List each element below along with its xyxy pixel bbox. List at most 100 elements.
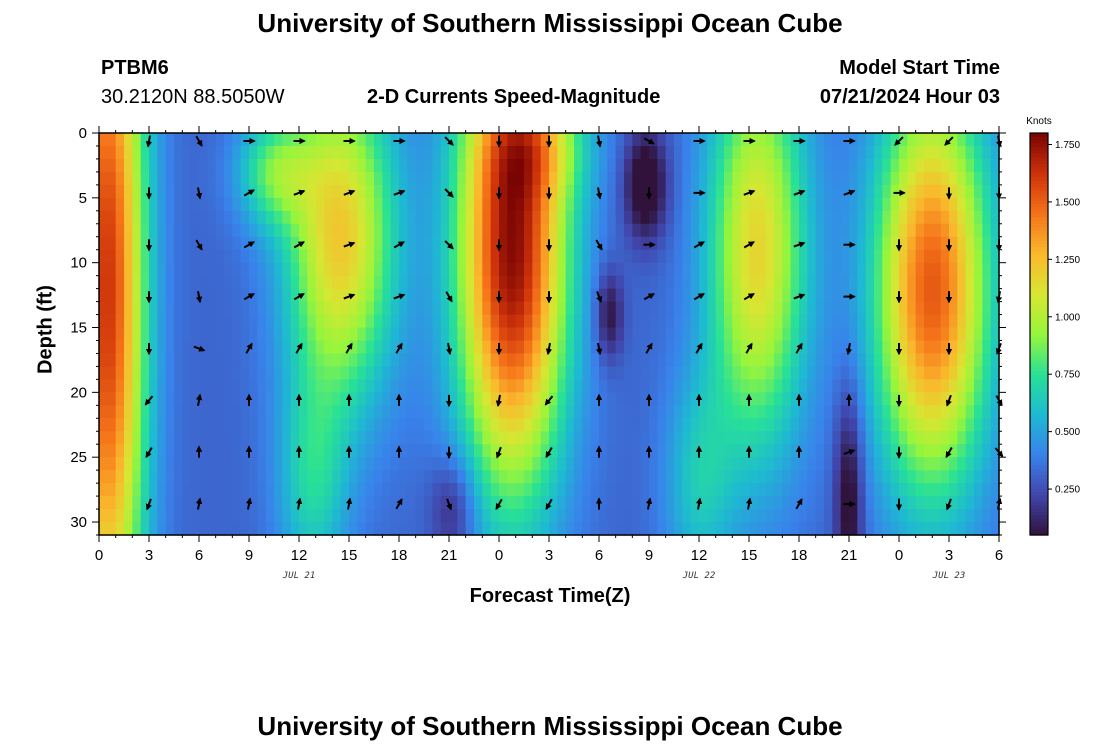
heatmap-cell	[157, 314, 167, 329]
heatmap-cell	[940, 262, 950, 277]
heatmap-cell	[474, 184, 483, 199]
colorbar-segment	[1030, 313, 1048, 318]
heatmap-cell	[407, 366, 417, 380]
heatmap-cell	[540, 301, 550, 316]
heatmap-cell	[382, 509, 392, 523]
heatmap-cell	[890, 509, 900, 523]
heatmap-cell	[124, 457, 133, 471]
colorbar-segment	[1030, 444, 1048, 449]
heatmap-cell	[99, 366, 108, 380]
heatmap-cell	[640, 171, 650, 186]
heatmap-cell	[157, 171, 167, 186]
heatmap-cell	[624, 158, 633, 173]
heatmap-cell	[774, 210, 783, 225]
heatmap-cell	[849, 249, 858, 264]
heatmap-cell	[499, 483, 508, 497]
heatmap-cell	[807, 522, 817, 536]
heatmap-cell	[782, 483, 792, 497]
heatmap-cell	[815, 327, 825, 342]
heatmap-cell	[649, 340, 658, 355]
heatmap-cell	[124, 509, 133, 523]
heatmap-cell	[590, 340, 600, 355]
heatmap-cell	[140, 262, 150, 277]
current-vector-arrow	[445, 342, 453, 356]
heatmap-cell	[449, 327, 458, 342]
heatmap-cell	[807, 340, 817, 355]
heatmap-cell	[290, 405, 300, 419]
heatmap-cell	[507, 301, 517, 316]
heatmap-cell	[115, 301, 125, 316]
heatmap-cell	[940, 236, 950, 251]
heatmap-cell	[807, 470, 817, 484]
heatmap-cell	[424, 340, 433, 355]
colorbar-segment	[1030, 280, 1048, 285]
heatmap-cell	[507, 314, 517, 329]
heatmap-cell	[424, 327, 433, 342]
heatmap-cell	[157, 353, 167, 368]
heatmap-cell	[874, 379, 883, 393]
current-vector-arrow	[195, 497, 203, 510]
heatmap-cell	[724, 340, 733, 355]
heatmap-cell	[724, 379, 733, 393]
heatmap-cell	[557, 223, 567, 238]
heatmap-cell	[574, 275, 583, 290]
heatmap-cell	[265, 301, 275, 316]
heatmap-cell	[365, 366, 375, 380]
heatmap-cell	[482, 171, 492, 186]
heatmap-cell	[215, 236, 225, 251]
heatmap-cell	[307, 340, 317, 355]
heatmap-cell	[307, 392, 317, 406]
heatmap-cell	[382, 301, 392, 316]
heatmap-cell	[249, 249, 258, 264]
heatmap-cell	[257, 353, 267, 368]
heatmap-cell	[774, 223, 783, 238]
heatmap-cell	[515, 483, 525, 497]
heatmap-cell	[949, 340, 958, 355]
heatmap-cell	[349, 133, 358, 147]
heatmap-cell	[265, 314, 275, 329]
heatmap-cell	[607, 379, 617, 393]
heatmap-cell	[449, 288, 458, 303]
heatmap-cell	[357, 340, 367, 355]
heatmap-cell	[840, 314, 850, 329]
heatmap-cell	[174, 301, 183, 316]
heatmap-cell	[840, 197, 850, 212]
heatmap-cell	[99, 431, 108, 445]
heatmap-cell	[190, 496, 200, 510]
heatmap-cell	[715, 379, 725, 393]
heatmap-cell	[440, 236, 450, 251]
heatmap-cell	[149, 262, 158, 277]
heatmap-cell	[774, 496, 783, 510]
heatmap-cell	[240, 327, 250, 342]
heatmap-cell	[374, 249, 383, 264]
heatmap-cell	[632, 457, 642, 471]
heatmap-cell	[599, 314, 608, 329]
heatmap-cell	[949, 379, 958, 393]
heatmap-cell	[382, 288, 392, 303]
heatmap-cell	[690, 223, 700, 238]
heatmap-cell	[924, 210, 933, 225]
heatmap-cell	[590, 457, 600, 471]
heatmap-cell	[340, 184, 350, 199]
heatmap-cell	[524, 405, 533, 419]
heatmap-cell	[924, 301, 933, 316]
heatmap-cell	[140, 223, 150, 238]
heatmap-cell	[949, 171, 958, 186]
heatmap-cell	[532, 366, 542, 380]
heatmap-cell	[182, 379, 192, 393]
heatmap-cell	[882, 483, 892, 497]
heatmap-cell	[740, 236, 750, 251]
heatmap-cell	[599, 275, 608, 290]
heatmap-cell	[599, 340, 608, 355]
heatmap-cell	[382, 171, 392, 186]
heatmap-cell	[899, 405, 908, 419]
heatmap-cell	[265, 197, 275, 212]
heatmap-cell	[607, 314, 617, 329]
heatmap-cell	[824, 457, 833, 471]
heatmap-cell	[590, 262, 600, 277]
heatmap-cell	[757, 133, 767, 147]
heatmap-cell	[749, 327, 758, 342]
heatmap-cell	[99, 236, 108, 251]
heatmap-cell	[265, 366, 275, 380]
heatmap-cell	[799, 379, 808, 393]
